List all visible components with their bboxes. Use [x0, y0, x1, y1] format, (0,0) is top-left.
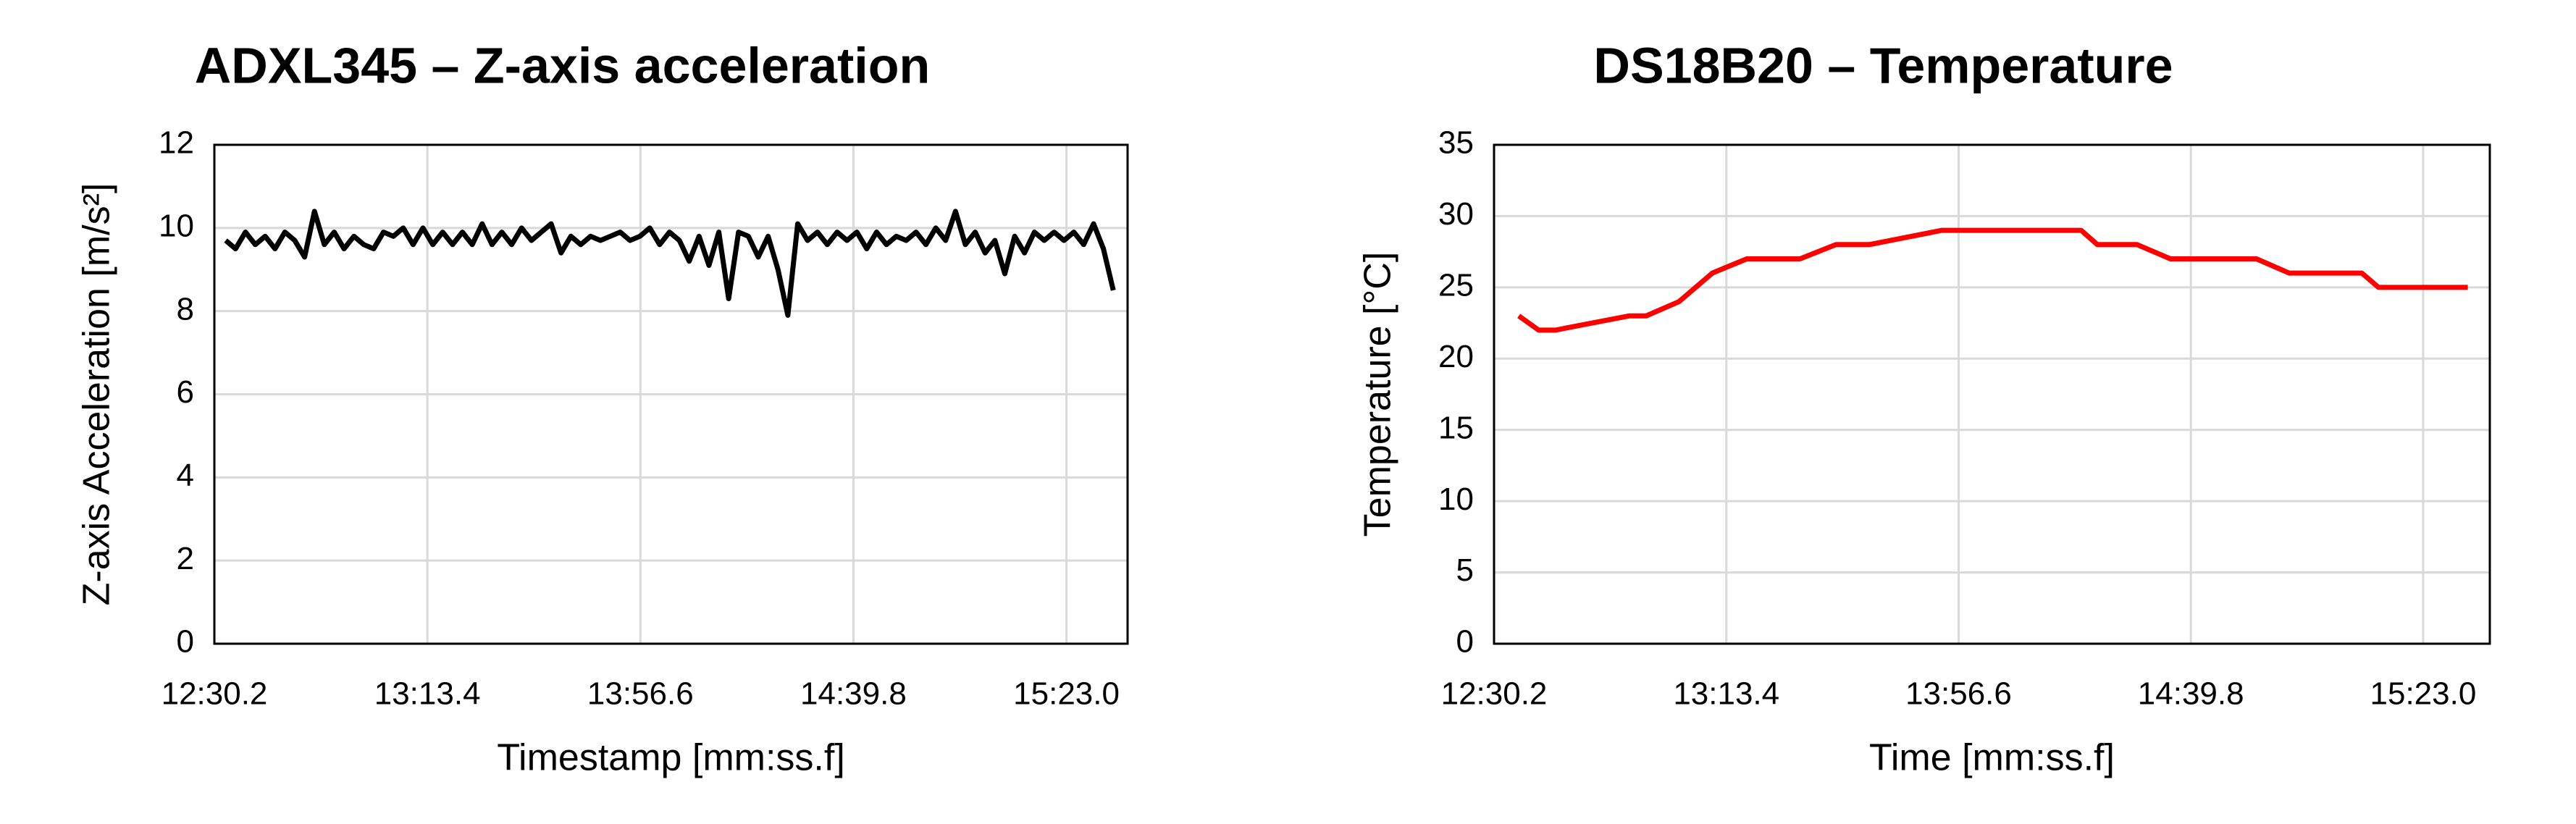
y-tick-label: 6 [177, 374, 194, 410]
x-tick-label: 14:39.8 [800, 676, 907, 712]
y-tick-label: 35 [1438, 125, 1474, 161]
y-tick-label: 5 [1456, 552, 1474, 588]
x-tick-label: 13:13.4 [1673, 676, 1779, 712]
x-axis-title: Time [mm:ss.f] [1869, 737, 2115, 779]
y-tick-label: 25 [1438, 267, 1474, 303]
y-tick-label: 15 [1438, 410, 1474, 445]
x-tick-label: 13:56.6 [1905, 676, 2012, 712]
chart-title: DS18B20 – Temperature [1593, 37, 2173, 93]
y-tick-label: 2 [177, 541, 194, 576]
y-tick-label: 20 [1438, 339, 1474, 374]
y-tick-label: 4 [177, 458, 194, 493]
x-tick-label: 13:56.6 [587, 676, 694, 712]
y-tick-label: 8 [177, 291, 194, 327]
x-tick-label: 15:23.0 [2370, 676, 2477, 712]
y-axis-title: Z-axis Acceleration [m/s²] [76, 183, 118, 606]
y-tick-label: 30 [1438, 196, 1474, 232]
x-tick-label: 15:23.0 [1013, 676, 1120, 712]
plot-frame [213, 143, 1129, 645]
y-tick-label: 10 [159, 208, 194, 243]
y-tick-label: 0 [177, 624, 194, 660]
y-tick-label: 12 [159, 125, 194, 161]
y-tick-label: 10 [1438, 482, 1474, 517]
x-tick-label: 12:30.2 [1441, 676, 1548, 712]
data-line [224, 209, 1116, 318]
y-axis-title: Temperature [°C] [1357, 252, 1399, 537]
x-tick-label: 13:13.4 [374, 676, 481, 712]
plot-frame [1493, 143, 2491, 645]
x-tick-label: 12:30.2 [161, 676, 268, 712]
x-axis-title: Timestamp [mm:ss.f] [497, 737, 845, 779]
data-line [1517, 227, 2468, 333]
chart-title: ADXL345 – Z-axis acceleration [195, 37, 930, 93]
y-tick-label: 0 [1456, 624, 1474, 660]
x-tick-label: 14:39.8 [2138, 676, 2244, 712]
